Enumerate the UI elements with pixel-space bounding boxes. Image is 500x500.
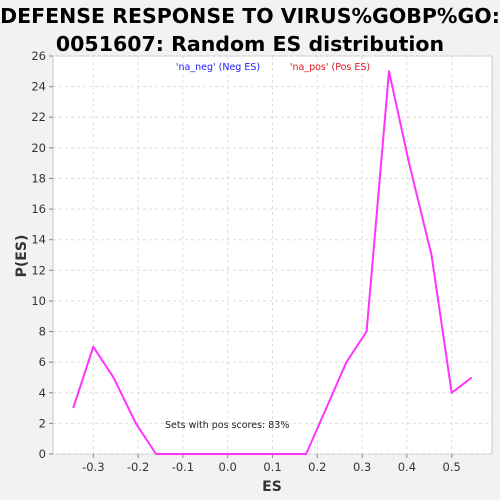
y-tick-label: 2 bbox=[39, 416, 46, 430]
grid bbox=[53, 55, 492, 455]
y-tick-label: 20 bbox=[31, 141, 46, 155]
y-axis-label: P(ES) bbox=[14, 235, 30, 278]
y-tick-label: 8 bbox=[39, 325, 46, 339]
x-tick-label: 0.4 bbox=[398, 460, 416, 474]
x-tick-label: 0.5 bbox=[443, 460, 461, 474]
series-group bbox=[72, 70, 473, 455]
series-line bbox=[72, 70, 473, 455]
y-tick-label: 4 bbox=[39, 386, 46, 400]
y-tick-label: 10 bbox=[31, 294, 46, 308]
chart-title-line-2: 0051607: Random ES distribution bbox=[55, 32, 445, 56]
y-tick-label: 26 bbox=[31, 49, 46, 63]
y-tick-label: 6 bbox=[39, 355, 46, 369]
legend-pos-label: 'na_pos' (Pos ES) bbox=[290, 62, 370, 73]
y-tick-label: 0 bbox=[39, 447, 46, 461]
pos-scores-annotation: Sets with pos scores: 83% bbox=[165, 420, 289, 431]
x-tick-label: -0.2 bbox=[127, 460, 149, 474]
x-tick-label: 0.2 bbox=[308, 460, 326, 474]
x-tick-label: 0.3 bbox=[353, 460, 371, 474]
x-tick-label: -0.1 bbox=[172, 460, 194, 474]
x-tick-label: 0.0 bbox=[219, 460, 237, 474]
y-tick-label: 22 bbox=[31, 110, 46, 124]
y-tick-label: 18 bbox=[31, 171, 46, 185]
x-axis-label: ES bbox=[262, 479, 282, 495]
chart-title-line-1: DEFENSE RESPONSE TO VIRUS%GOBP%GO: bbox=[0, 4, 500, 28]
y-tick-label: 16 bbox=[31, 202, 46, 216]
y-tick-label: 14 bbox=[31, 233, 46, 247]
x-tick-label: -0.3 bbox=[82, 460, 104, 474]
chart-title: DEFENSE RESPONSE TO VIRUS%GOBP%GO: 00516… bbox=[0, 2, 500, 58]
y-tick-label: 12 bbox=[31, 263, 46, 277]
y-tick-label: 24 bbox=[31, 80, 46, 94]
legend-neg-label: 'na_neg' (Neg ES) bbox=[176, 62, 260, 73]
x-tick-label: 0.1 bbox=[263, 460, 281, 474]
